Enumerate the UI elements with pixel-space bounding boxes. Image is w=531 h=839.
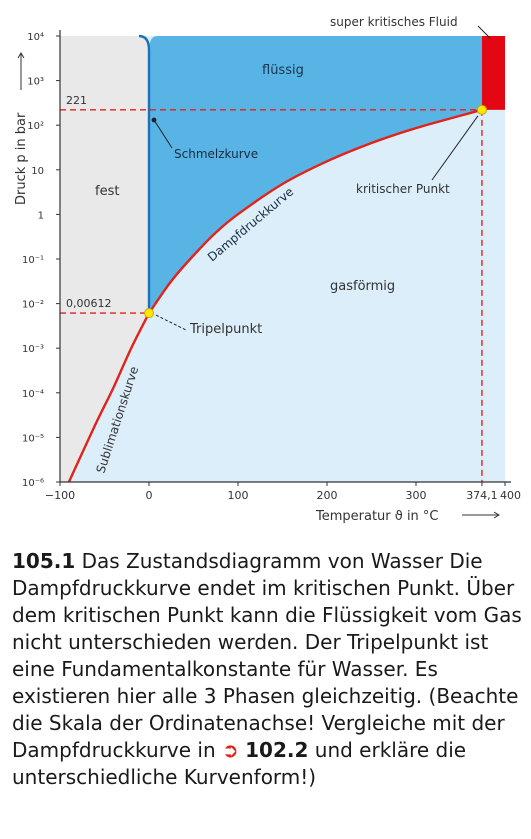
label-melting-curve: Schmelzkurve [174,147,258,161]
region-solid [60,36,149,482]
critical-point-marker [476,104,487,115]
axes: 10⁻⁶ 10⁻⁵ 10⁻⁴ 10⁻³ 10⁻² 10⁻¹ 1 10 10² 10³ 10⁴ −100… [14,30,521,524]
supercritical-leader [477,25,491,39]
figure-caption: 105.1 Das Zustandsdiagramm von Wasser Di… [12,548,522,791]
y-tick-label: 10⁻² [22,300,44,311]
y-tick-label: 10³ [27,77,44,88]
caption-text-end: und erkläre die unterschiedliche Kurvenf… [12,738,467,789]
y-axis-arrow-icon [17,52,25,90]
region-liquid [149,36,482,314]
critical-pressure-label: 221 [66,94,87,107]
label-critical-point: kritischer Punkt [356,182,450,196]
reference-arrow-icon: ➲ [222,738,239,762]
y-tick-label: 10² [27,121,44,132]
x-axis-title: Temperatur ϑ in °C [315,509,439,524]
caption-number: 105.1 [12,549,76,573]
phase-curves [67,34,483,483]
phase-regions [60,36,505,482]
phase-diagram-svg: 10⁻⁶ 10⁻⁵ 10⁻⁴ 10⁻³ 10⁻² 10⁻¹ 1 10 10² 10³ 10⁴ −100… [14,15,521,524]
x-tick-label: 374,1 [466,489,498,502]
phase-diagram: 10⁻⁶ 10⁻⁵ 10⁻⁴ 10⁻³ 10⁻² 10⁻¹ 1 10 10² 10³ 10⁴ −100… [14,15,521,524]
x-tick-label: 100 [228,489,249,502]
y-tick-label: 10⁴ [27,32,44,43]
x-axis-arrow-icon [462,511,500,519]
x-tick-label: 300 [406,489,427,502]
label-liquid: flüssig [262,63,304,78]
region-supercritical [481,36,505,110]
y-tick-label: 1 [38,210,44,221]
y-tick-label: 10⁻⁴ [22,389,44,400]
label-triple-point: Tripelpunkt [189,322,262,337]
y-tick-label: 10⁻⁶ [22,478,44,489]
caption-reference: 102.2 [245,738,309,762]
triple-point-marker [144,308,155,319]
melting-curve [138,34,151,314]
caption-text: Das Zustandsdiagramm von Wasser Die Damp… [12,549,522,762]
melting-curve-leader-dot [151,117,157,123]
guide-lines [60,109,483,482]
special-points [144,104,487,319]
label-solid: fest [95,184,119,199]
triple-pressure-label: 0,00612 [66,297,112,310]
label-gas: gasförmig [330,279,395,294]
vapor-pressure-curve [148,108,483,314]
x-tick-label: 0 [146,489,153,502]
y-tick-label: 10⁻³ [22,344,44,355]
triple-point-leader [155,314,187,331]
melting-curve-leader [153,119,173,149]
critical-point-leader [431,115,479,181]
x-tick-label: 200 [317,489,338,502]
y-tick-label: 10 [31,166,44,177]
y-axis-title: Druck p in bar [14,112,29,205]
label-supercritical: super kritisches Fluid [330,15,458,29]
y-tick-label: 10⁻⁵ [22,433,44,444]
x-tick-label: −100 [45,489,75,502]
sublimation-curve [67,312,151,483]
x-tick-label: 400 [500,489,521,502]
y-tick-label: 10⁻¹ [22,255,44,266]
